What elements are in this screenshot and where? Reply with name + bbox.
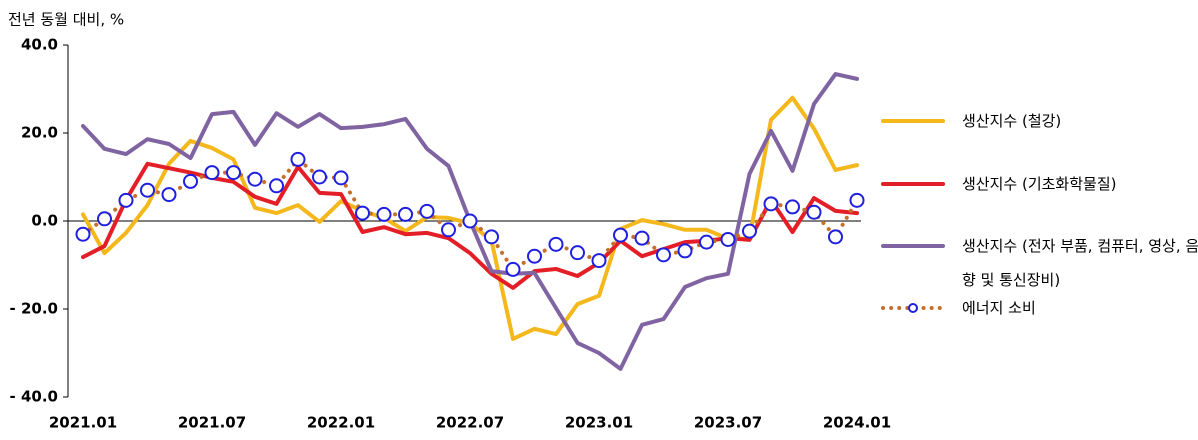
data-point — [462, 213, 478, 229]
data-point — [290, 151, 306, 167]
data-point — [656, 247, 671, 263]
data-point — [505, 261, 521, 277]
legend-marker — [908, 303, 918, 313]
data-point — [484, 229, 499, 245]
data-point — [677, 243, 693, 259]
data-point — [269, 178, 284, 194]
data-point — [806, 204, 822, 220]
x-tick-label: 2023.07 — [694, 414, 762, 432]
data-point — [419, 203, 435, 219]
data-point — [613, 227, 628, 243]
legend-label: 생산지수 (철강) — [962, 112, 1062, 130]
x-tick-label: 2021.07 — [178, 414, 246, 432]
y-tick-label: 20.0 — [21, 124, 58, 142]
data-point — [742, 223, 757, 239]
data-point — [785, 199, 800, 215]
data-point — [118, 192, 134, 208]
y-tick-label: 40.0 — [21, 36, 58, 54]
y-axis-label: 전년 동월 대비, % — [8, 11, 124, 29]
y-tick-label: 0.0 — [31, 212, 58, 230]
data-point — [183, 173, 198, 189]
data-point — [527, 248, 542, 264]
data-point — [97, 211, 112, 227]
data-point — [333, 170, 349, 186]
data-point — [634, 230, 650, 246]
data-point — [441, 222, 456, 238]
x-tick-label: 2022.07 — [436, 414, 504, 432]
data-point — [828, 229, 843, 245]
legend-label: 에너지 소비 — [962, 299, 1036, 317]
x-tick-label: 2022.01 — [307, 414, 375, 432]
data-point — [204, 165, 220, 181]
data-point — [570, 245, 585, 261]
legend-label: 생산지수 (기초화학물질) — [962, 175, 1117, 193]
data-point — [161, 187, 177, 203]
x-tick-label: 2023.01 — [565, 414, 633, 432]
data-point — [398, 206, 413, 222]
legend-label: 생산지수 (전자 부품, 컴퓨터, 영상, 음향 및 통신장비) — [962, 237, 1198, 289]
y-tick-label: - 40.0 — [10, 388, 58, 406]
data-point — [548, 236, 564, 252]
data-point — [355, 205, 370, 221]
data-point — [312, 169, 327, 185]
data-point — [140, 182, 155, 198]
data-point — [226, 165, 241, 181]
y-tick-label: - 20.0 — [10, 300, 58, 318]
data-point — [720, 231, 736, 247]
data-point — [591, 253, 607, 269]
data-point — [699, 234, 714, 250]
data-point — [247, 171, 263, 187]
x-tick-label: 2024.01 — [823, 414, 891, 432]
data-point — [763, 196, 779, 212]
data-point — [75, 226, 91, 242]
data-point — [849, 192, 865, 208]
x-tick-label: 2021.01 — [49, 414, 117, 432]
data-point — [376, 206, 392, 222]
